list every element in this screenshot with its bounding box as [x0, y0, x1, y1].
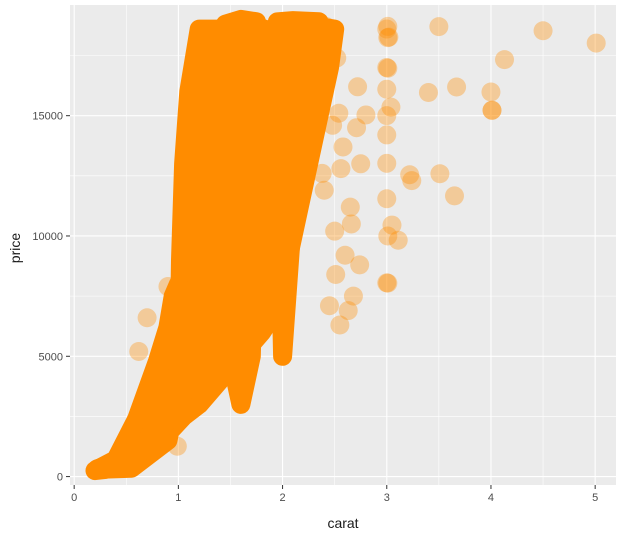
data-point	[327, 48, 347, 68]
point-cloud-region	[267, 11, 329, 366]
data-point	[444, 186, 464, 206]
y-axis-title: price	[7, 233, 23, 264]
data-point	[482, 100, 502, 120]
data-point	[326, 264, 346, 284]
data-point	[316, 17, 336, 37]
data-point	[330, 315, 350, 335]
data-point	[129, 341, 149, 361]
data-point	[378, 16, 398, 36]
x-tick-label: 5	[592, 492, 598, 504]
x-axis-title: carat	[327, 515, 358, 531]
data-point	[377, 153, 397, 173]
data-points	[88, 16, 606, 479]
x-tick-label: 4	[488, 492, 494, 504]
data-point	[430, 164, 450, 184]
data-point	[338, 301, 358, 321]
point-cloud-region	[85, 274, 190, 481]
x-tick-label: 3	[384, 492, 390, 504]
data-point	[343, 286, 363, 306]
data-point	[378, 273, 398, 293]
data-point	[351, 154, 371, 174]
data-point	[158, 277, 178, 297]
data-point	[533, 21, 553, 41]
data-point	[586, 33, 606, 53]
data-point	[382, 215, 402, 235]
data-point	[377, 189, 397, 209]
data-point	[400, 165, 420, 185]
data-point	[167, 436, 187, 456]
dense-point-cloud	[85, 9, 345, 481]
y-tick-label: 10000	[32, 231, 63, 243]
point-cloud-region	[215, 9, 266, 414]
data-point	[482, 100, 502, 120]
data-point	[88, 458, 108, 478]
data-point	[377, 79, 397, 99]
data-point	[312, 163, 332, 183]
x-tick-label: 0	[71, 492, 77, 504]
data-point	[323, 115, 343, 135]
y-tick-label: 5000	[39, 351, 63, 363]
data-point	[429, 17, 449, 37]
x-tick-label: 2	[280, 492, 286, 504]
data-point	[314, 180, 334, 200]
data-point	[333, 137, 353, 157]
data-point	[350, 255, 370, 275]
data-point	[495, 50, 515, 70]
data-point	[402, 171, 422, 191]
data-point	[341, 214, 361, 234]
data-point	[377, 58, 397, 78]
data-point	[356, 105, 376, 125]
axes: 0 1 2 3 4 5 0 5000 10000 15000	[32, 111, 598, 504]
data-point	[381, 97, 401, 117]
y-tick-label: 0	[57, 472, 63, 484]
data-point	[447, 77, 467, 97]
data-point	[378, 226, 398, 246]
data-point	[377, 273, 397, 293]
data-point	[481, 82, 501, 102]
data-point	[377, 125, 397, 145]
data-point	[340, 197, 360, 217]
data-point	[331, 159, 351, 179]
data-point	[329, 103, 349, 123]
data-point	[378, 58, 398, 78]
data-point	[90, 459, 110, 479]
data-point	[379, 27, 399, 47]
data-point	[325, 221, 345, 241]
data-point	[418, 82, 438, 102]
data-point	[377, 106, 397, 126]
data-point	[335, 245, 355, 265]
data-point	[348, 77, 368, 97]
data-point	[137, 308, 157, 328]
data-point	[319, 296, 339, 316]
data-point	[377, 19, 397, 39]
x-tick-label: 1	[175, 492, 181, 504]
y-tick-label: 15000	[32, 111, 63, 123]
data-point	[378, 28, 398, 48]
data-point	[388, 230, 408, 250]
data-point	[347, 118, 367, 138]
